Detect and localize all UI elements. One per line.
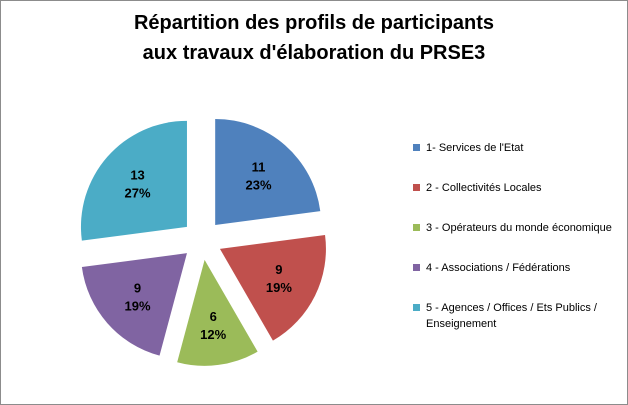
slice-value-label-1: 11	[252, 160, 266, 175]
pie-slice-1	[215, 118, 321, 225]
legend-swatch-3	[413, 224, 420, 231]
slice-value-label-3: 6	[210, 309, 217, 324]
legend-swatch-1	[413, 144, 420, 151]
legend-swatch-5	[413, 304, 420, 311]
legend-label-2: 2 - Collectivités Locales	[426, 182, 542, 194]
slice-value-label-2: 9	[275, 262, 282, 277]
slice-percent-label-3: 12%	[200, 327, 226, 342]
legend-label-3: 3 - Opérateurs du monde économique	[426, 222, 612, 234]
pie-slice-2	[219, 235, 326, 341]
legend-swatch-4	[413, 264, 420, 271]
pie-slice-4	[81, 253, 187, 356]
slice-percent-label-1: 23%	[246, 178, 272, 193]
chart-title: Répartition des profils de participants …	[0, 8, 628, 68]
legend-label-1: 1- Services de l'Etat	[426, 142, 524, 154]
slice-value-label-5: 13	[130, 167, 144, 182]
pie-slice-3	[177, 259, 258, 366]
slice-value-label-4: 9	[134, 281, 141, 296]
legend-label-4: 4 - Associations / Fédérations	[426, 262, 571, 274]
slice-percent-label-4: 19%	[125, 299, 151, 314]
legend-label-5: 5 - Agences / Offices / Ets Publics / En…	[426, 302, 597, 330]
pie-slice-5	[80, 120, 187, 241]
legend-swatch-2	[413, 184, 420, 191]
slice-percent-label-5: 27%	[125, 185, 151, 200]
chart-title-line-2: aux travaux d'élaboration du PRSE3	[142, 42, 486, 64]
slice-percent-label-2: 19%	[266, 280, 292, 295]
chart-title-line-1: Répartition des profils de participants	[133, 12, 495, 34]
